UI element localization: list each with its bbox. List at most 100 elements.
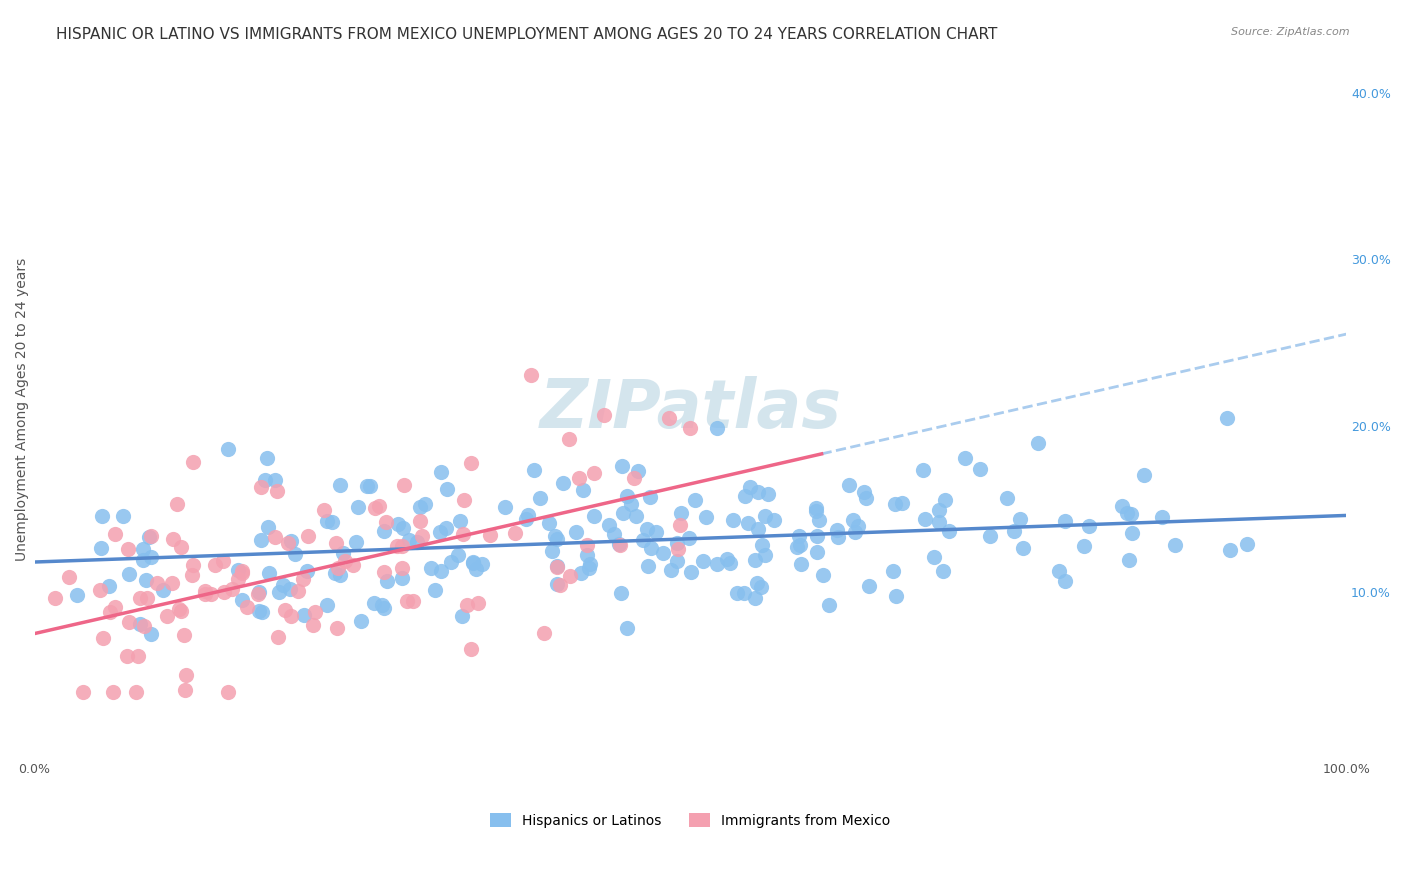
Point: [430, 465, 453, 479]
Point: [928, 503, 950, 517]
Point: [385, 539, 408, 553]
Point: [751, 538, 773, 552]
Point: [247, 587, 270, 601]
Point: [256, 520, 278, 534]
Point: [405, 535, 427, 549]
Point: [886, 589, 908, 603]
Point: [1118, 553, 1140, 567]
Point: [273, 578, 295, 592]
Point: [344, 535, 367, 549]
Point: [744, 553, 766, 567]
Point: [789, 538, 811, 552]
Point: [1215, 410, 1237, 425]
Point: [221, 582, 243, 596]
Point: [247, 604, 270, 618]
Point: [430, 564, 453, 578]
Point: [264, 474, 287, 488]
Point: [804, 504, 827, 518]
Point: [257, 566, 280, 580]
Point: [695, 509, 717, 524]
Point: [373, 565, 395, 579]
Point: [139, 528, 162, 542]
Point: [844, 524, 866, 539]
Point: [118, 566, 141, 581]
Point: [135, 573, 157, 587]
Point: [231, 592, 253, 607]
Point: [546, 577, 568, 591]
Point: [1011, 541, 1033, 556]
Point: [548, 578, 571, 592]
Point: [969, 462, 991, 476]
Point: [453, 493, 475, 508]
Point: [292, 608, 315, 623]
Point: [423, 582, 446, 597]
Point: [706, 557, 728, 571]
Point: [160, 575, 183, 590]
Point: [529, 491, 551, 506]
Point: [938, 524, 960, 538]
Point: [280, 533, 302, 548]
Point: [375, 515, 398, 529]
Point: [658, 410, 681, 425]
Point: [1133, 467, 1156, 482]
Point: [806, 529, 828, 543]
Point: [359, 479, 381, 493]
Point: [636, 522, 658, 536]
Point: [538, 516, 561, 531]
Point: [411, 529, 433, 543]
Point: [734, 489, 756, 503]
Point: [247, 585, 270, 599]
Point: [325, 536, 347, 550]
Point: [578, 561, 600, 575]
Point: [666, 541, 689, 556]
Point: [329, 478, 352, 492]
Point: [363, 596, 385, 610]
Point: [838, 478, 860, 492]
Point: [346, 500, 368, 514]
Point: [226, 572, 249, 586]
Point: [884, 497, 907, 511]
Point: [391, 571, 413, 585]
Point: [325, 621, 347, 635]
Point: [716, 552, 738, 566]
Point: [152, 582, 174, 597]
Point: [846, 519, 869, 533]
Point: [226, 563, 249, 577]
Point: [661, 563, 683, 577]
Point: [610, 459, 633, 474]
Point: [211, 554, 233, 568]
Point: [415, 497, 437, 511]
Point: [103, 685, 125, 699]
Point: [756, 487, 779, 501]
Point: [725, 586, 748, 600]
Point: [568, 471, 591, 485]
Point: [451, 527, 474, 541]
Point: [811, 567, 834, 582]
Point: [98, 605, 121, 619]
Point: [162, 532, 184, 546]
Point: [523, 463, 546, 477]
Point: [1219, 543, 1241, 558]
Point: [316, 598, 339, 612]
Point: [681, 565, 703, 579]
Point: [434, 521, 457, 535]
Point: [582, 466, 605, 480]
Point: [204, 558, 226, 572]
Point: [607, 537, 630, 551]
Point: [519, 368, 541, 383]
Point: [737, 516, 759, 530]
Point: [721, 513, 744, 527]
Point: [280, 609, 302, 624]
Point: [633, 533, 655, 547]
Point: [375, 574, 398, 588]
Point: [278, 582, 301, 596]
Point: [456, 598, 478, 612]
Point: [1010, 511, 1032, 525]
Point: [578, 557, 600, 571]
Point: [90, 541, 112, 556]
Point: [297, 529, 319, 543]
Point: [644, 525, 666, 540]
Point: [139, 627, 162, 641]
Point: [624, 508, 647, 523]
Point: [156, 608, 179, 623]
